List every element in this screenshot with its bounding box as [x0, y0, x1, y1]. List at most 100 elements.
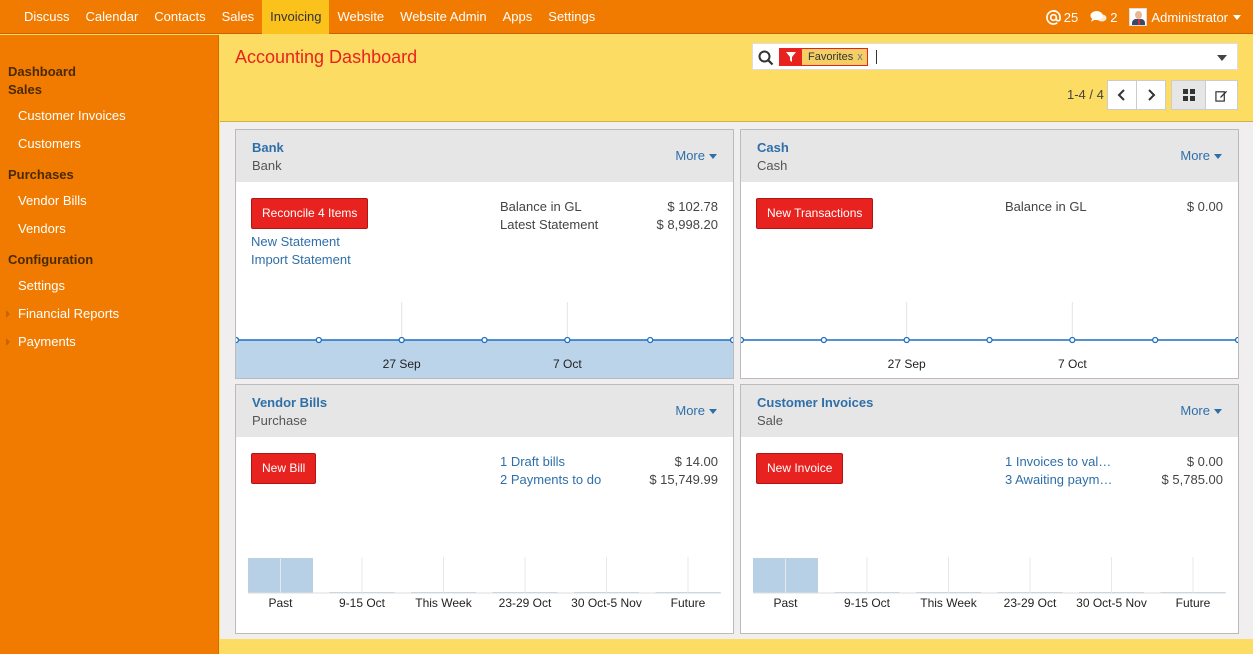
new-statement-link[interactable]: New Statement: [251, 234, 340, 249]
data-point: [481, 336, 488, 344]
menu-calendar[interactable]: Calendar: [85, 9, 139, 24]
card-header: Customer Invoices Sale More: [741, 385, 1238, 437]
x-tick-label: 7 Oct: [1058, 357, 1087, 371]
more-dropdown[interactable]: More: [675, 148, 717, 163]
invoices-to-validate-link[interactable]: 1 Invoices to val…: [1005, 454, 1112, 469]
x-tick-label: 30 Oct-5 Nov: [1076, 596, 1147, 610]
journal-card-cash: Cash Cash More New Transactions Balance …: [740, 129, 1239, 379]
x-tick-label: 27 Sep: [888, 357, 926, 371]
edit-view-button[interactable]: [1205, 80, 1238, 110]
top-right-systray: 25 2 Administrator: [1045, 0, 1253, 34]
kanban-icon: [1182, 89, 1195, 101]
more-dropdown[interactable]: More: [675, 403, 717, 418]
stat-value: $ 5,785.00: [1161, 472, 1223, 487]
journal-name[interactable]: Customer Invoices: [757, 395, 874, 410]
kanban-view-button[interactable]: [1171, 80, 1206, 110]
x-tick-label: 23-29 Oct: [1004, 596, 1057, 610]
stat-value: $ 8,998.20: [656, 217, 718, 232]
bottom-strip: [220, 639, 1253, 654]
journal-name[interactable]: Cash: [757, 140, 789, 155]
data-point: [1152, 336, 1159, 344]
bank-graph: 27 Sep 7 Oct: [236, 302, 733, 378]
menu-settings[interactable]: Settings: [548, 9, 596, 24]
menu-invoicing[interactable]: Invoicing: [262, 0, 330, 34]
mentions-counter[interactable]: 25: [1045, 9, 1079, 25]
data-point: [647, 336, 654, 344]
chevron-down-icon[interactable]: [1217, 55, 1227, 61]
top-menu: Discuss Calendar Contacts Sales Invoicin…: [16, 0, 603, 34]
sidebar-section-purchases: Purchases: [8, 167, 74, 182]
x-tick-label: This Week: [920, 596, 977, 610]
journal-name[interactable]: Bank: [252, 140, 284, 155]
page-title: Accounting Dashboard: [235, 47, 418, 67]
more-dropdown[interactable]: More: [1180, 148, 1222, 163]
data-point: [564, 336, 571, 344]
x-tick-label: 9-15 Oct: [339, 596, 386, 610]
reconcile-button[interactable]: Reconcile 4 Items: [251, 198, 369, 229]
journal-card-bank: Bank Bank More Reconcile 4 Items New Sta…: [235, 129, 734, 379]
journal-card-vendor-bills: Vendor Bills Purchase More New Bill 1 Dr…: [235, 384, 734, 634]
menu-website[interactable]: Website: [337, 9, 385, 24]
messages-count: 2: [1110, 9, 1118, 25]
new-transactions-button[interactable]: New Transactions: [756, 198, 874, 229]
x-tick-label: 23-29 Oct: [499, 596, 552, 610]
sidebar-dashboard[interactable]: Dashboard: [8, 64, 76, 79]
sidebar-item-customer-invoices[interactable]: Customer Invoices: [18, 108, 126, 123]
card-header: Vendor Bills Purchase More: [236, 385, 733, 437]
menu-website-admin[interactable]: Website Admin: [400, 9, 487, 24]
control-panel-divider: [220, 121, 1253, 122]
awaiting-payments-link[interactable]: 3 Awaiting paym…: [1005, 472, 1113, 487]
import-statement-link[interactable]: Import Statement: [251, 252, 351, 267]
chevron-left-icon: [1117, 89, 1125, 101]
x-tick-label: Future: [671, 596, 706, 610]
user-menu[interactable]: Administrator: [1129, 8, 1241, 26]
draft-bills-link[interactable]: 1 Draft bills: [500, 454, 566, 469]
stat-value: $ 14.00: [674, 454, 718, 469]
stat-value: $ 0.00: [1186, 199, 1223, 214]
x-tick-label: Past: [773, 596, 798, 610]
data-point: [741, 336, 745, 344]
menu-contacts[interactable]: Contacts: [154, 9, 206, 24]
search-icon: [758, 50, 774, 66]
user-name: Administrator: [1151, 9, 1228, 25]
sidebar: Dashboard Sales Customer Invoices Custom…: [0, 35, 219, 654]
x-tick-label: 30 Oct-5 Nov: [571, 596, 642, 610]
sidebar-item-vendor-bills[interactable]: Vendor Bills: [18, 193, 87, 208]
sidebar-item-vendors[interactable]: Vendors: [18, 221, 66, 236]
menu-discuss[interactable]: Discuss: [24, 9, 70, 24]
new-invoice-button[interactable]: New Invoice: [756, 453, 844, 484]
search-box[interactable]: Favorites x: [752, 43, 1238, 70]
menu-apps[interactable]: Apps: [502, 9, 533, 24]
vendor-bills-graph: Past 9-15 Oct This Week 23-29 Oct 30 Oct-5 N…: [248, 557, 721, 610]
chevron-down-icon: [1233, 14, 1241, 20]
x-tick-label: 9-15 Oct: [844, 596, 891, 610]
messages-counter[interactable]: 2: [1090, 10, 1117, 25]
data-point: [903, 336, 910, 344]
mentions-count: 25: [1063, 9, 1079, 25]
sidebar-item-payments[interactable]: Payments: [0, 334, 76, 349]
sidebar-item-settings[interactable]: Settings: [18, 278, 65, 293]
journal-name[interactable]: Vendor Bills: [252, 395, 328, 410]
sidebar-item-customers[interactable]: Customers: [18, 136, 81, 151]
at-sign-icon: [1045, 9, 1061, 25]
journal-type: Bank: [252, 158, 282, 173]
pager-next-button[interactable]: [1136, 80, 1166, 110]
facet-remove-button[interactable]: x: [857, 51, 863, 63]
top-navbar: Discuss Calendar Contacts Sales Invoicin…: [0, 0, 1253, 34]
payments-to-do-link[interactable]: 2 Payments to do: [500, 472, 602, 487]
stat-value: $ 102.78: [667, 199, 718, 214]
card-header: Bank Bank More: [236, 130, 733, 182]
sidebar-section-configuration: Configuration: [8, 252, 94, 267]
menu-sales[interactable]: Sales: [221, 9, 255, 24]
x-tick-label: 7 Oct: [553, 357, 582, 371]
pager-previous-button[interactable]: [1107, 80, 1137, 110]
comments-icon: [1090, 11, 1107, 22]
more-dropdown[interactable]: More: [1180, 403, 1222, 418]
area-fill: [236, 340, 733, 378]
journal-card-customer-invoices: Customer Invoices Sale More New Invoice …: [740, 384, 1239, 634]
new-bill-button[interactable]: New Bill: [251, 453, 317, 484]
data-point: [236, 336, 240, 344]
data-point: [315, 336, 322, 344]
pager-value: 1-4 / 4: [1067, 87, 1104, 102]
sidebar-item-financial-reports[interactable]: Financial Reports: [0, 306, 119, 321]
